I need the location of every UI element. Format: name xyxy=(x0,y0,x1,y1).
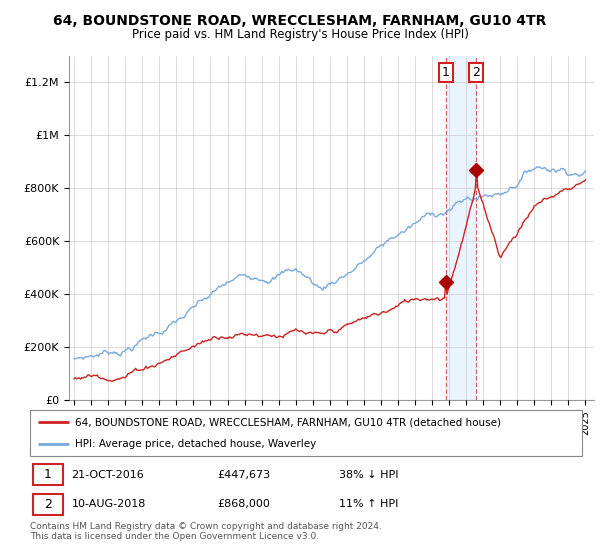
Text: 1: 1 xyxy=(442,66,449,80)
Text: 38% ↓ HPI: 38% ↓ HPI xyxy=(339,470,398,479)
Text: 64, BOUNDSTONE ROAD, WRECCLESHAM, FARNHAM, GU10 4TR (detached house): 64, BOUNDSTONE ROAD, WRECCLESHAM, FARNHA… xyxy=(75,417,501,427)
Text: Price paid vs. HM Land Registry's House Price Index (HPI): Price paid vs. HM Land Registry's House … xyxy=(131,28,469,41)
FancyBboxPatch shape xyxy=(33,464,63,485)
Text: Contains HM Land Registry data © Crown copyright and database right 2024.
This d: Contains HM Land Registry data © Crown c… xyxy=(30,522,382,542)
Text: 2: 2 xyxy=(472,66,481,80)
FancyBboxPatch shape xyxy=(33,494,63,515)
Text: £868,000: £868,000 xyxy=(218,500,271,509)
Text: HPI: Average price, detached house, Waverley: HPI: Average price, detached house, Wave… xyxy=(75,440,317,450)
Bar xyxy=(446,56,476,400)
Text: 1: 1 xyxy=(44,468,52,481)
FancyBboxPatch shape xyxy=(30,410,582,456)
Text: 64, BOUNDSTONE ROAD, WRECCLESHAM, FARNHAM, GU10 4TR: 64, BOUNDSTONE ROAD, WRECCLESHAM, FARNHA… xyxy=(53,14,547,28)
Text: 2: 2 xyxy=(44,498,52,511)
Text: £447,673: £447,673 xyxy=(218,470,271,479)
Text: 11% ↑ HPI: 11% ↑ HPI xyxy=(339,500,398,509)
Text: 10-AUG-2018: 10-AUG-2018 xyxy=(71,500,146,509)
Text: 21-OCT-2016: 21-OCT-2016 xyxy=(71,470,144,479)
